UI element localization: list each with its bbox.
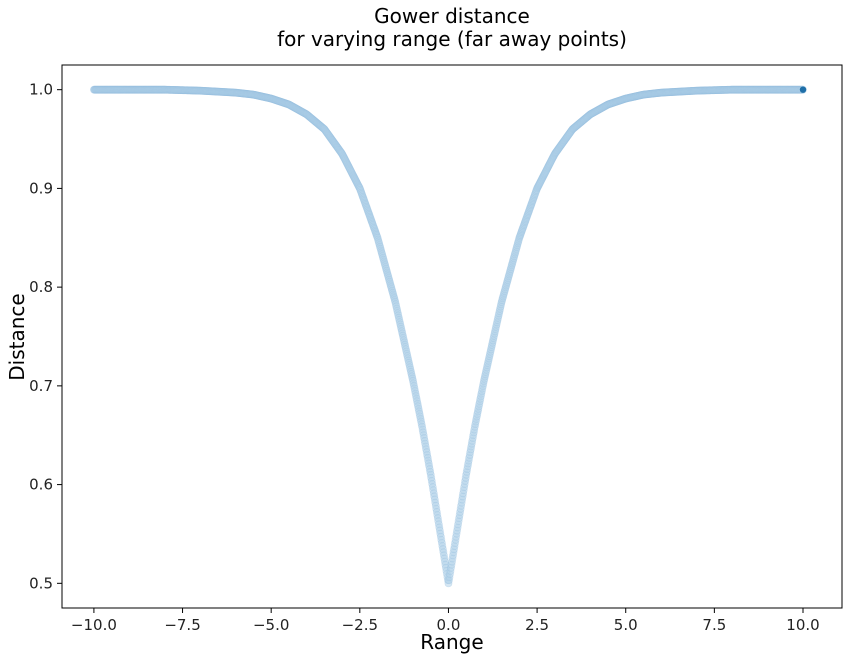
- y-axis-ticks: 0.5 0.6 0.7 0.8 0.9 1.0: [29, 81, 62, 592]
- chart-title-line-1: Gower distance: [374, 4, 530, 28]
- y-tick-label: 0.6: [29, 476, 53, 494]
- y-tick-label: 0.5: [29, 574, 53, 592]
- x-tick-label: −7.5: [164, 616, 200, 634]
- y-tick-label: 0.7: [29, 377, 53, 395]
- x-tick-label: 10.0: [786, 616, 819, 634]
- chart-title: Gower distance for varying range (far aw…: [277, 4, 627, 51]
- x-tick-label: −5.0: [253, 616, 289, 634]
- plot-area-frame: [61, 64, 843, 609]
- x-tick-label: 2.5: [525, 616, 549, 634]
- x-tick-label: −2.5: [342, 616, 378, 634]
- y-tick-label: 0.9: [29, 179, 53, 197]
- y-axis-label: Distance: [5, 293, 29, 380]
- y-tick-label: 1.0: [29, 81, 53, 99]
- x-tick-label: 5.0: [614, 616, 638, 634]
- x-tick-label: 7.5: [702, 616, 726, 634]
- chart-title-line-2: for varying range (far away points): [277, 27, 627, 51]
- x-axis-ticks: −10.0 −7.5 −5.0 −2.5 0.0 2.5 5.0 7.5 10.0: [71, 608, 820, 634]
- x-tick-label: 0.0: [437, 616, 461, 634]
- data-points: [90, 85, 807, 588]
- x-tick-label: −10.0: [71, 616, 117, 634]
- x-axis-label: Range: [420, 630, 483, 654]
- highlight-data-point: [799, 86, 807, 93]
- y-tick-label: 0.8: [29, 278, 53, 296]
